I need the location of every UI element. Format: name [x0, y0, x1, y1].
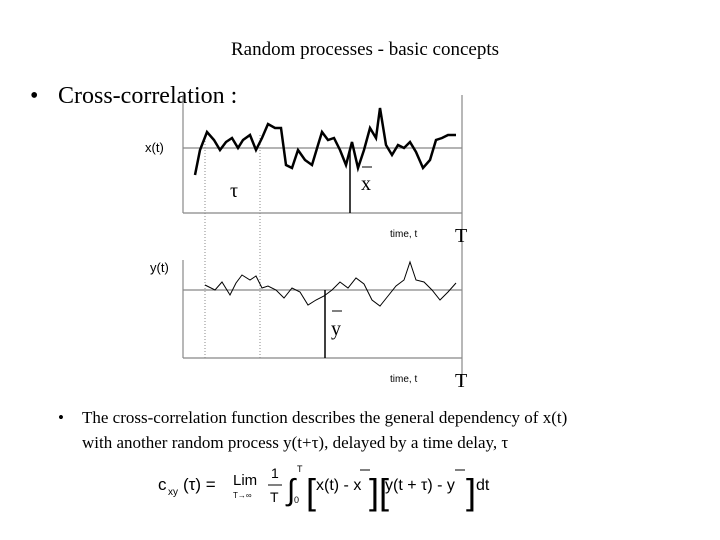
x-waveform: [193, 107, 456, 176]
diagram: x(t) τ x time, t T y(t) y time, t T: [145, 95, 467, 392]
bullet: The cross-correlation function describes…: [82, 408, 567, 427]
formula-part: 0: [294, 495, 299, 505]
formula-part: 1: [271, 465, 279, 481]
bullet-marker: •: [58, 408, 64, 427]
formula-part: y(t + τ) - y: [385, 477, 455, 494]
tau-label: τ: [230, 180, 238, 202]
formula-part: (τ) =: [183, 475, 216, 494]
formula: c xy (τ) = Lim T→∞ 1 T ∫ 0 T [ x(t) - x …: [158, 464, 490, 512]
bullet: Cross-correlation :: [58, 83, 237, 109]
y-length-label: T: [455, 370, 467, 392]
bracket: [: [306, 471, 316, 512]
formula-part: ∫: [285, 474, 297, 507]
formula-part: c: [158, 475, 167, 494]
formula-part: T→∞: [233, 491, 252, 500]
formula-part: T: [270, 489, 279, 505]
bullet: with another random process y(t+τ), dela…: [82, 433, 508, 452]
y-axis-label: time, t: [390, 374, 417, 385]
x-label: x(t): [145, 140, 164, 155]
y-waveform: [204, 260, 457, 307]
bracket: ][: [369, 471, 389, 512]
x-length-label: T: [455, 225, 467, 247]
x-mean-label: x: [361, 173, 371, 195]
bracket: ]: [466, 471, 476, 512]
formula-part: dt: [476, 477, 490, 494]
title: Random processes - basic concepts: [231, 39, 499, 60]
y-mean-label: y: [331, 318, 341, 340]
bullet-marker: •: [30, 83, 38, 109]
x-axis-label: time, t: [390, 229, 417, 240]
formula-part: T: [297, 464, 303, 474]
formula-part: x(t) - x: [316, 477, 361, 494]
y-label: y(t): [150, 260, 169, 275]
formula-part: Lim: [233, 472, 257, 489]
formula-part: xy: [168, 487, 178, 498]
